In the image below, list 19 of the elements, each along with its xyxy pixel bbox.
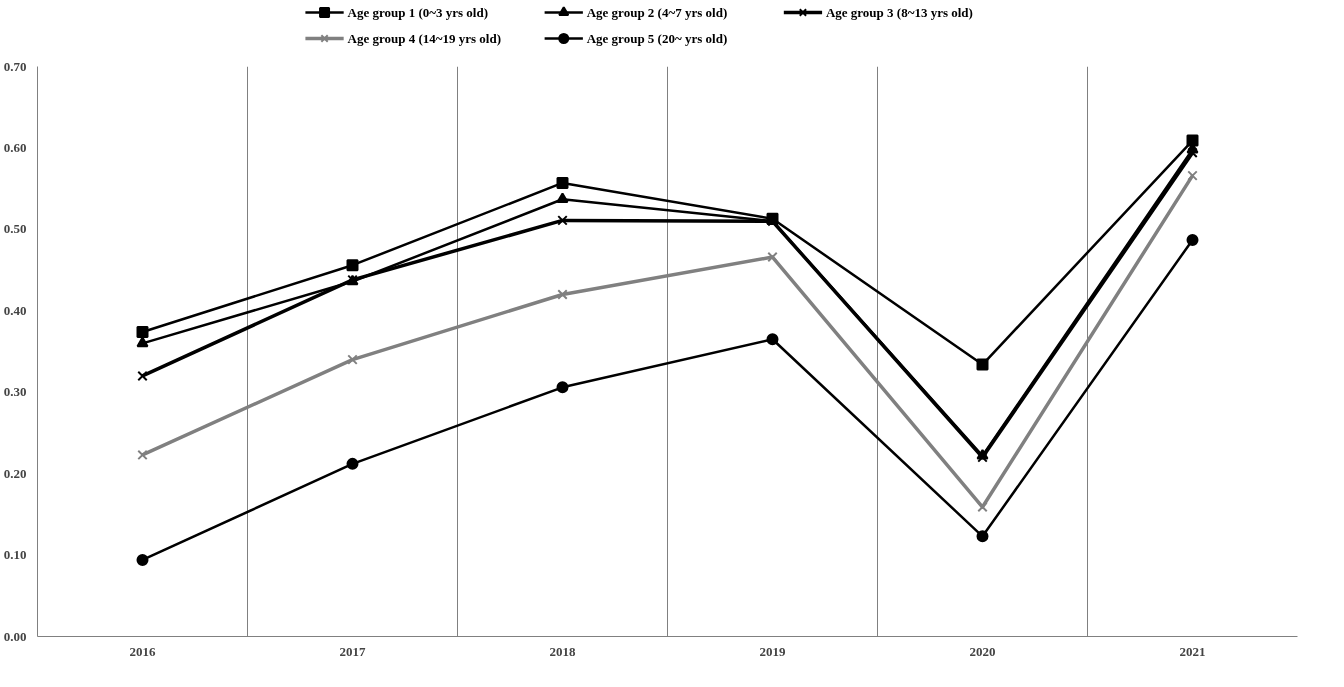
y-tick-label: 0.50 xyxy=(3,221,27,237)
legend-label: Age group 2 (4~7 yrs old) xyxy=(586,5,728,20)
x-tick-label: 2016 xyxy=(129,643,156,659)
x-tick-label: 2020 xyxy=(969,643,996,659)
x-tick-label: 2017 xyxy=(339,643,366,659)
y-tick-label: 0.00 xyxy=(3,628,27,644)
legend-label: Age group 5 (20~ yrs old) xyxy=(586,31,728,46)
x-tick-label: 2018 xyxy=(549,643,576,659)
legend-label: Age group 3 (8~13 yrs old) xyxy=(825,5,973,20)
legend-label: Age group 1 (0~3 yrs old) xyxy=(347,5,489,20)
y-tick-label: 0.60 xyxy=(3,139,27,155)
legend-label: Age group 4 (14~19 yrs old) xyxy=(347,31,502,46)
y-tick-label: 0.40 xyxy=(3,302,27,318)
y-tick-label: 0.70 xyxy=(3,58,27,74)
y-tick-label: 0.10 xyxy=(3,547,27,563)
y-tick-label: 0.30 xyxy=(3,384,27,400)
y-tick-label: 0.20 xyxy=(3,465,27,481)
x-tick-label: 2021 xyxy=(1179,643,1206,659)
x-tick-label: 2019 xyxy=(759,643,786,659)
